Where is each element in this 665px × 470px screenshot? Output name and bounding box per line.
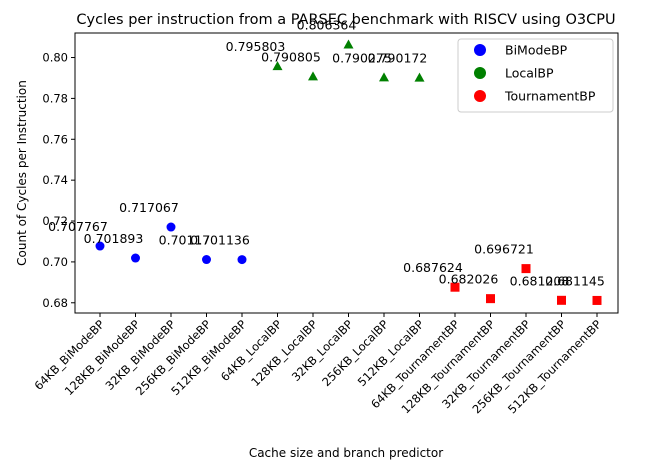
data-point xyxy=(343,39,354,49)
data-label: 0.682026 xyxy=(439,272,499,287)
data-label: 0.790805 xyxy=(261,49,321,64)
data-label: 0.790172 xyxy=(368,51,428,66)
y-tick-label: 0.74 xyxy=(42,173,68,187)
data-label: 0.795803 xyxy=(226,39,286,54)
y-tick-label: 0.78 xyxy=(42,91,68,105)
data-point xyxy=(308,71,318,81)
data-label: 0.717067 xyxy=(119,200,179,215)
data-point xyxy=(414,72,425,82)
legend-marker xyxy=(474,67,486,79)
x-axis: 64KB_BiModeBP128KB_BiModeBP32KB_BiModeBP… xyxy=(31,313,604,416)
data-points xyxy=(95,39,602,305)
data-label: 0.687624 xyxy=(403,260,463,275)
data-point xyxy=(557,295,566,305)
legend: BiModeBP LocalBP TournamentBP xyxy=(457,38,614,113)
y-tick-label: 0.72 xyxy=(42,214,68,228)
legend-label: BiModeBP xyxy=(505,43,568,58)
data-point xyxy=(166,222,176,232)
data-point xyxy=(521,264,531,274)
data-label: 0.707767 xyxy=(48,219,108,234)
legend-marker xyxy=(474,44,486,56)
data-label: 0.696721 xyxy=(474,242,534,257)
chart-title: Cycles per instruction from a PARSEC ben… xyxy=(76,12,615,28)
data-point xyxy=(379,72,389,82)
data-label: 0.701893 xyxy=(84,231,144,246)
y-tick-label: 0.70 xyxy=(42,255,68,269)
data-point xyxy=(450,282,460,292)
data-point xyxy=(486,294,495,304)
data-point xyxy=(95,241,105,251)
data-label: 0.681208 xyxy=(510,273,570,288)
data-point xyxy=(272,61,283,71)
data-point xyxy=(592,295,602,305)
y-axis: 0.68 0.70 0.72 0.74 0.76 0.78 0.80 xyxy=(42,51,75,310)
y-tick-label: 0.80 xyxy=(42,51,68,65)
data-label: 0.70117 xyxy=(159,233,211,248)
y-tick-label: 0.68 xyxy=(42,296,68,310)
legend-label: TournamentBP xyxy=(504,89,596,104)
plot-area xyxy=(74,32,619,314)
legend-label: LocalBP xyxy=(505,66,554,81)
legend-marker xyxy=(474,90,486,102)
y-axis-label: Count of Cycles per Instruction xyxy=(15,80,29,266)
y-tick-label: 0.76 xyxy=(42,132,68,146)
data-label: 0.681145 xyxy=(545,273,605,288)
data-point xyxy=(202,255,211,265)
data-point xyxy=(131,253,140,263)
data-label: 0.790275 xyxy=(332,50,392,65)
data-point xyxy=(237,255,247,265)
data-label: 0.701136 xyxy=(190,233,250,248)
x-axis-label: Cache size and branch predictor xyxy=(249,446,443,460)
data-label: 0.806364 xyxy=(297,18,357,33)
legend-frame xyxy=(457,38,614,113)
